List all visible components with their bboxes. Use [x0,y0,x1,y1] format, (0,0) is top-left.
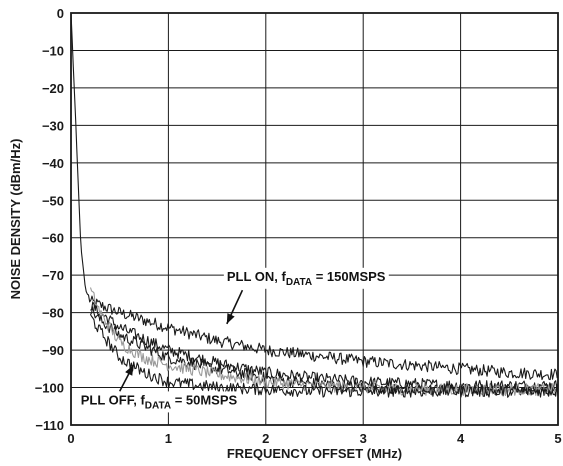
x-axis-label: FREQUENCY OFFSET (MHz) [227,446,402,461]
series-line-2 [90,301,559,393]
x-tick-label: 0 [67,431,74,446]
y-tick-label: −70 [42,268,64,283]
y-tick-label: −40 [42,156,64,171]
x-tick-labels: 0 1 2 3 4 5 [67,431,561,446]
annotation-background [77,391,241,413]
x-tick-label: 4 [457,431,465,446]
x-tick-label: 3 [360,431,367,446]
y-axis-label: NOISE DENSITY (dBm/Hz) [8,139,23,300]
gridlines [70,12,559,426]
plot-frame [70,12,559,426]
annotation-label-2: PLL OFF, fDATA = 50MSPS [81,392,238,411]
y-tick-label: −60 [42,231,64,246]
annotation-label-1: PLL ON, fDATA = 150MSPS [227,269,386,288]
arrowhead-icon [125,365,134,376]
y-tick-label: −110 [35,418,64,433]
annotations: PLL ON, fDATA = 150MSPS PLL OFF, fDATA = … [77,267,389,413]
y-tick-label: 0 [57,6,64,21]
series-line-1 [70,12,558,381]
y-tick-label: −80 [42,306,64,321]
annotation-background [223,267,389,289]
arrowhead-icon [226,313,235,324]
y-tick-label: −100 [35,381,64,396]
x-tick-label: 1 [165,431,172,446]
series-line-5 [90,314,559,398]
x-tick-label: 5 [554,431,561,446]
series-group [70,12,559,398]
y-tick-label: −10 [42,43,64,58]
y-tick-label: −50 [42,193,64,208]
x-tick-label: 2 [262,431,269,446]
y-tick-label: −90 [42,343,64,358]
y-tick-label: −30 [42,118,64,133]
y-tick-label: −20 [42,81,64,96]
y-tick-labels: 0 −10 −20 −30 −40 −50 −60 −70 −80 −90 −100 −110 [35,6,64,433]
